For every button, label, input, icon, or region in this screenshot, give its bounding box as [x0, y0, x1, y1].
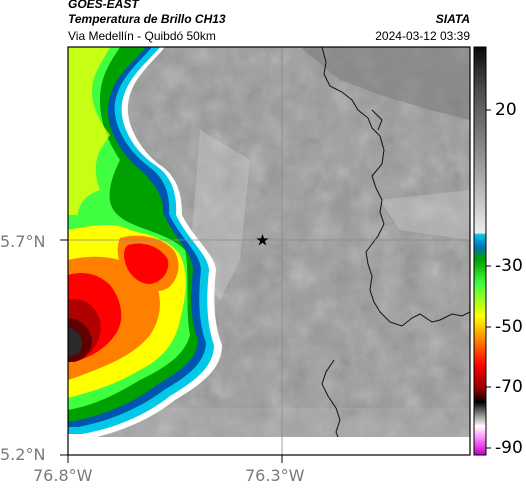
satellite-label: GOES-EAST	[68, 0, 139, 11]
lat-label-upper: 5.7°N	[0, 232, 46, 251]
colorbar-tick-label: -90	[495, 438, 523, 458]
lat-label-lower: 5.2°N	[0, 445, 46, 464]
lon-label-left: 76.8°W	[33, 466, 93, 485]
map-frame	[67, 46, 471, 456]
region-label: Via Medellín - Quibdó 50km	[68, 29, 216, 43]
axis-ticks	[60, 239, 283, 463]
lon-label-right: 76.3°W	[245, 466, 305, 485]
colorbar-tick-label: -30	[495, 256, 523, 276]
grid-lines	[68, 47, 470, 455]
brand-label: SIATA	[435, 12, 470, 26]
boundary-lines	[321, 47, 470, 437]
colorbar-tick-label: 20	[495, 100, 517, 120]
datetime-label: 2024-03-12 03:39	[375, 29, 470, 43]
star-icon	[256, 234, 269, 246]
colorbar-tick-label: -50	[495, 317, 523, 337]
product-title: Temperatura de Brillo CH13	[68, 12, 226, 26]
colorbar	[473, 46, 491, 456]
colorbar-tick-label: -70	[495, 377, 523, 397]
map-field	[68, 47, 470, 437]
convective-cloud	[68, 47, 222, 437]
